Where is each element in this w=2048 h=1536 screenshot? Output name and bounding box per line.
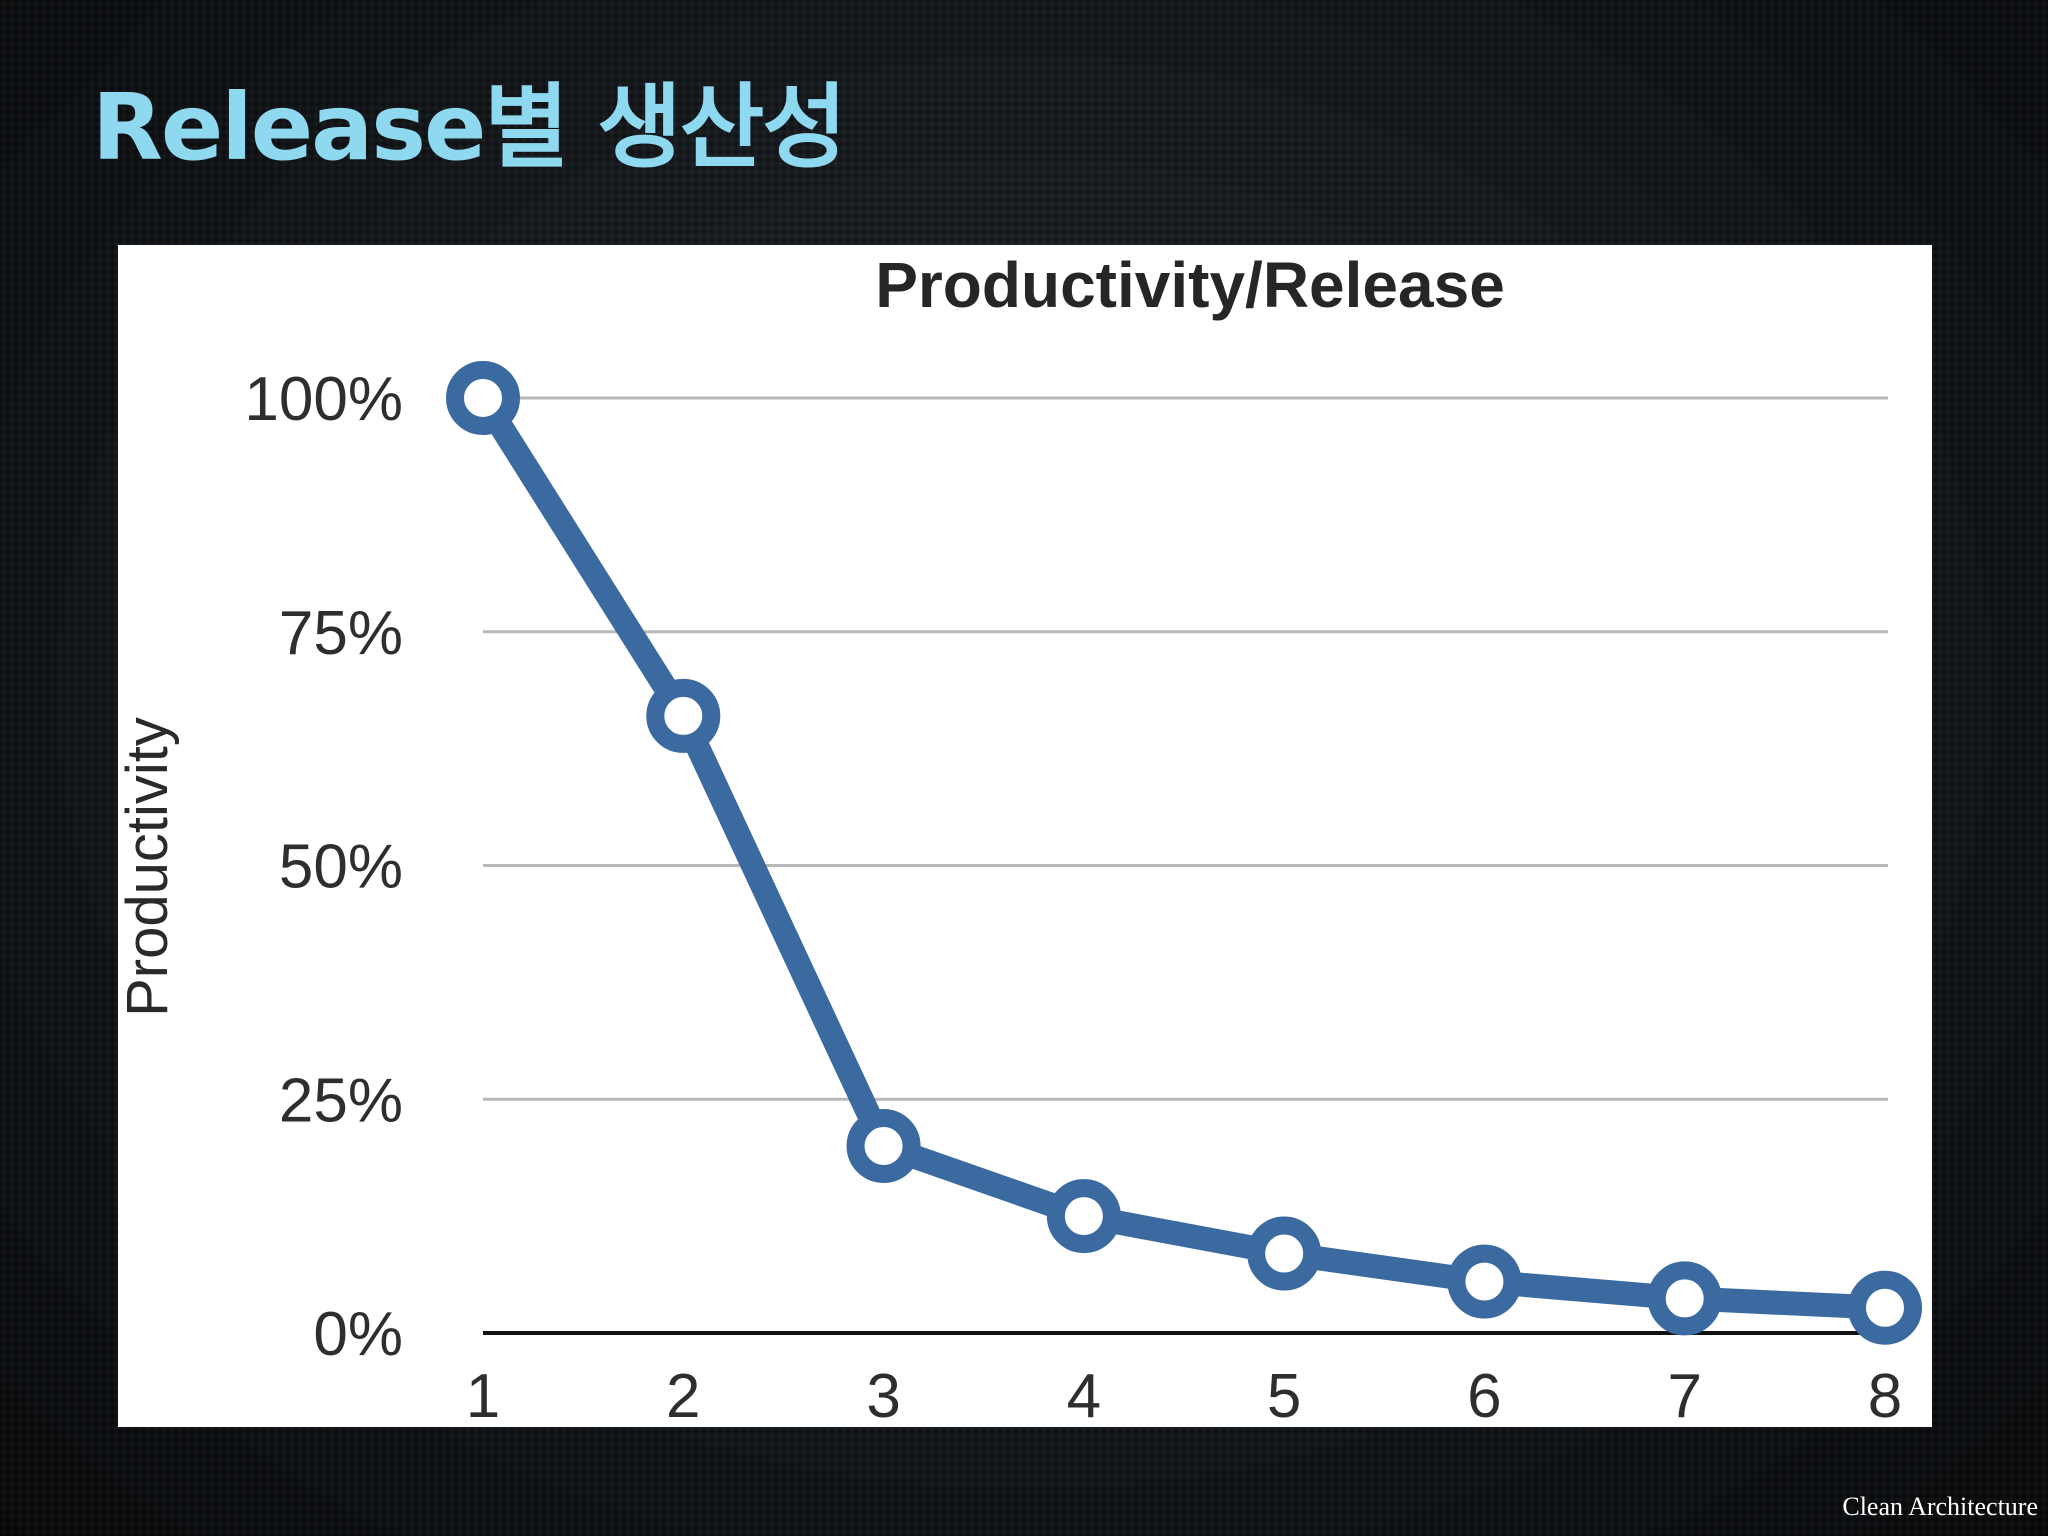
- x-tick-label: 3: [866, 1362, 900, 1427]
- x-tick-label: 7: [1667, 1362, 1701, 1427]
- series-line: [471, 386, 1897, 1320]
- x-tick-label: 1: [466, 1362, 500, 1427]
- data-point: [1247, 1216, 1322, 1291]
- series: [446, 361, 1922, 1345]
- data-point: [846, 1109, 921, 1183]
- y-tick-labels: 0% 25% 50% 75% 100%: [244, 365, 403, 1369]
- y-tick-label: 75%: [279, 599, 403, 668]
- x-tick-label: 2: [666, 1362, 700, 1427]
- y-tick-label: 100%: [244, 365, 403, 434]
- data-point: [646, 678, 721, 753]
- footer-text: Clean Architecture: [1842, 1492, 2038, 1521]
- x-tick-label: 5: [1267, 1362, 1301, 1427]
- x-tick-label: 8: [1868, 1362, 1902, 1427]
- y-tick-label: 0%: [313, 1300, 403, 1369]
- x-tick-label: 6: [1467, 1362, 1501, 1427]
- data-point: [1647, 1261, 1722, 1336]
- y-tick-label: 25%: [279, 1066, 403, 1135]
- chart-title: Productivity/Release: [875, 249, 1505, 321]
- data-point: [446, 361, 520, 435]
- gridlines: [483, 396, 1888, 1335]
- productivity-line-chart: 0% 25% 50% 75% 100% 1 2 3 4 5 6 7 8 Productivity/Re…: [118, 249, 1922, 1427]
- slide-title: Release별 생산성: [92, 74, 847, 181]
- x-tick-label: 4: [1067, 1362, 1101, 1427]
- y-tick-label: 50%: [279, 833, 403, 902]
- y-axis-label: Productivity: [118, 717, 180, 1017]
- x-tick-labels: 1 2 3 4 5 6 7 8: [466, 1362, 1902, 1427]
- chart-card: 0% 25% 50% 75% 100% 1 2 3 4 5 6 7 8 Productivity/Re…: [118, 245, 1932, 1427]
- data-point: [1447, 1244, 1522, 1319]
- data-point: [1046, 1179, 1121, 1254]
- data-point: [1848, 1270, 1922, 1345]
